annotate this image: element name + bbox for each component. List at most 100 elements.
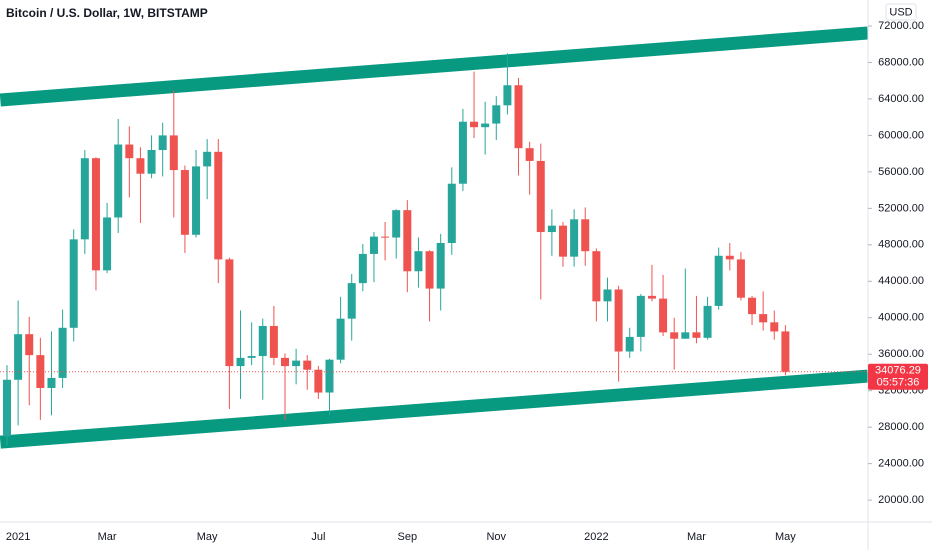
x-tick-label: 2021 (6, 531, 30, 543)
x-tick-label: 2022 (584, 531, 608, 543)
y-tick-label: 64000.00 (878, 93, 924, 105)
candle-body (47, 377, 56, 388)
y-tick-label: 68000.00 (878, 56, 924, 68)
candle-body (581, 219, 590, 252)
candle-body (481, 123, 490, 128)
y-tick-label: 40000.00 (878, 312, 924, 324)
y-tick-label: 24000.00 (878, 458, 924, 470)
x-tick-label: Nov (486, 531, 506, 543)
price-tag (868, 363, 928, 390)
candle-body (636, 295, 645, 337)
candle-body (125, 144, 134, 159)
candle-body (25, 334, 34, 356)
candle-body (503, 85, 512, 106)
candle-body (91, 158, 100, 271)
candle-body (414, 251, 423, 272)
candle-body (614, 289, 623, 352)
x-tick-label: Mar (98, 531, 117, 543)
candle-body (425, 251, 434, 289)
candle-body (158, 135, 167, 150)
candle-body (547, 225, 556, 233)
candle-body (358, 253, 367, 284)
candle-body (559, 225, 567, 257)
y-tick-label: 28000.00 (878, 421, 924, 433)
countdown: 05:57:36 (877, 377, 920, 389)
candle-body (458, 121, 467, 184)
currency-box[interactable] (885, 3, 917, 21)
x-tick-label: Sep (398, 531, 418, 543)
candle-body (369, 236, 378, 254)
x-tick-label: Jul (311, 531, 325, 543)
candle-body (347, 283, 356, 319)
y-tick-label: 48000.00 (878, 239, 924, 251)
candle-body (525, 148, 534, 161)
candle-body (725, 255, 734, 260)
x-tick-label: May (775, 531, 796, 543)
candle-body (659, 298, 668, 333)
candle-body (759, 314, 768, 323)
candle-body (58, 327, 67, 378)
candle-body (303, 360, 312, 370)
candle-body (80, 158, 89, 240)
candle-body (714, 255, 723, 306)
candle-body (736, 259, 745, 298)
y-tick-label: 52000.00 (878, 202, 924, 214)
candle-body (281, 357, 289, 367)
chart-title: Bitcoin / U.S. Dollar, 1W, BITSTAMP (6, 6, 208, 20)
channel-line (0, 26, 868, 107)
candle-body (214, 151, 223, 260)
candle-body (403, 210, 412, 272)
candle-body (314, 369, 323, 393)
currency: USD (889, 6, 912, 18)
candle-body (36, 355, 45, 388)
candle-body (236, 357, 245, 367)
y-tick-label: 60000.00 (878, 129, 924, 141)
candle-body (292, 360, 301, 367)
candle-body (436, 242, 445, 289)
candle-body (692, 332, 701, 338)
candle-body (325, 359, 334, 393)
candle-body (647, 295, 656, 299)
candle-body (225, 259, 234, 367)
x-tick-label: May (197, 531, 218, 543)
candle-body (492, 105, 501, 124)
candle-body (169, 135, 178, 171)
candle-body (781, 331, 790, 372)
y-tick-label: 72000.00 (878, 20, 924, 32)
candle-body (203, 151, 212, 167)
candle-body (770, 322, 779, 332)
y-tick-label: 56000.00 (878, 166, 924, 178)
candle-body (269, 325, 278, 358)
candle-body (703, 305, 712, 338)
y-tick-label: 20000.00 (878, 494, 924, 506)
candle-body (180, 170, 189, 235)
candle-body (114, 144, 123, 218)
candle-body (625, 336, 634, 352)
price-tag-label: 34076.29 (875, 365, 921, 377)
candle-body (392, 210, 401, 238)
candle-body (748, 297, 757, 315)
candle-body (3, 379, 11, 437)
candle-body (536, 160, 545, 233)
candle-body (470, 121, 479, 128)
candle-body (136, 158, 145, 174)
y-tick-label: 44000.00 (878, 275, 924, 287)
candle-body (381, 236, 390, 238)
candle-body (514, 85, 523, 149)
y-tick-label: 36000.00 (878, 348, 924, 360)
candle-body (670, 332, 679, 339)
candle-body (681, 332, 690, 339)
candle-body (447, 183, 456, 243)
candle-body (336, 318, 345, 360)
candle-body (570, 219, 579, 257)
candle-body (592, 251, 601, 302)
x-tick-label: Mar (687, 531, 706, 543)
candle-body (147, 149, 156, 174)
plot-area (0, 26, 868, 449)
candle-body (603, 289, 612, 302)
candle-body (69, 239, 78, 328)
candle-body (247, 356, 256, 358)
candle-body (14, 334, 23, 380)
candle-body (103, 217, 112, 271)
